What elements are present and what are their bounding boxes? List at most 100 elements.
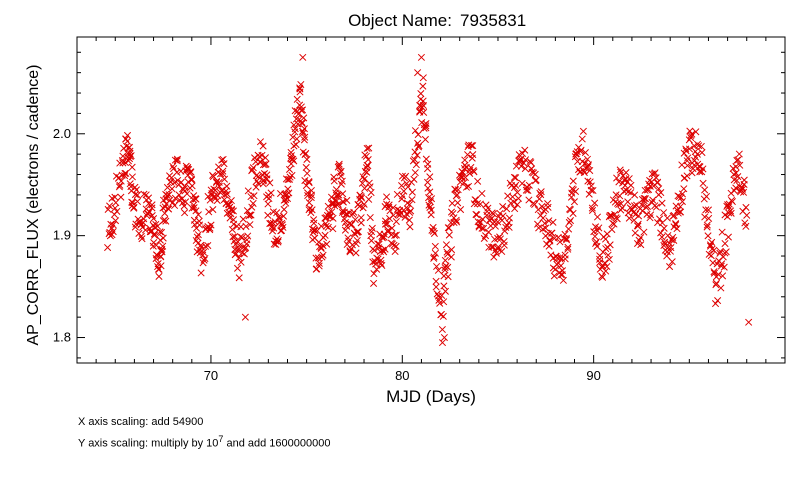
data-point [197,269,205,277]
data-point [558,267,567,275]
data-point [710,269,718,277]
data-point [440,282,448,290]
data-point [444,273,452,281]
data-point [307,194,315,202]
data-point [365,144,373,152]
data-point [252,183,260,191]
data-point [244,232,252,240]
data-point [142,191,150,199]
data-point [352,249,360,257]
data-point [156,228,164,236]
data-point [601,235,610,243]
data-point [338,177,346,185]
data-point [156,236,164,244]
data-point [370,270,378,278]
data-point [366,183,374,191]
data-point [115,174,123,182]
data-point [266,179,274,187]
data-point [311,227,319,235]
data-point [677,193,685,202]
data-point [688,169,696,177]
data-point [647,211,655,219]
data-point [664,243,672,251]
data-point [296,85,304,93]
data-point [412,161,420,169]
data-point [138,235,146,243]
data-point [739,188,748,196]
x-tick-label: 80 [395,368,409,383]
data-point [290,121,298,129]
data-point [476,200,484,208]
data-point [711,300,720,308]
data-point [670,236,678,244]
data-point [513,201,521,209]
data-point [608,225,616,234]
data-point [512,174,520,182]
data-point [556,238,564,246]
data-point [331,202,339,210]
data-point [229,207,237,215]
data-point [204,241,212,250]
data-point [665,239,673,247]
data-point [173,155,181,163]
data-point [414,131,422,139]
data-point [670,211,678,219]
data-point [292,115,300,123]
data-point [133,197,142,206]
data-point [593,242,601,250]
y-tick-label: 1.9 [53,228,71,243]
data-point [688,130,696,138]
data-point [213,177,221,186]
data-point [595,224,603,232]
data-point [192,207,200,215]
data-point [571,187,580,196]
data-point [315,262,323,270]
data-point [129,199,137,207]
data-point [685,145,694,153]
data-point [256,138,265,146]
data-point [187,168,195,176]
data-point [410,175,418,183]
data-point [480,224,488,232]
data-point [351,216,359,224]
data-point [247,211,255,219]
data-point [104,243,112,252]
data-point [427,211,435,219]
data-point [562,234,570,242]
data-point [299,129,307,137]
data-point [588,204,596,212]
data-point [498,247,506,256]
data-point [273,209,281,217]
data-point [279,223,287,231]
data-point [672,221,680,229]
data-point [602,267,610,275]
data-point [511,205,519,213]
data-point [285,189,293,197]
data-point [735,150,743,158]
data-point [358,194,366,202]
data-point [454,186,462,194]
data-point [303,169,311,177]
data-point [381,220,390,228]
data-point [499,212,507,220]
data-point [223,190,231,198]
data-point [278,221,286,229]
data-point [503,205,511,213]
data-point [617,168,625,176]
data-point [419,74,427,82]
data-point [701,186,709,194]
data-point [686,127,694,135]
data-point [426,188,434,196]
data-point [348,220,356,229]
data-point [476,218,485,226]
data-point [478,224,486,232]
data-point [157,252,165,260]
plot-frame [76,36,786,364]
data-point [241,313,249,321]
data-point [403,199,411,207]
data-point [494,218,502,226]
data-point [569,177,577,185]
data-point [215,178,223,186]
data-point [140,190,148,198]
data-point [249,164,257,172]
